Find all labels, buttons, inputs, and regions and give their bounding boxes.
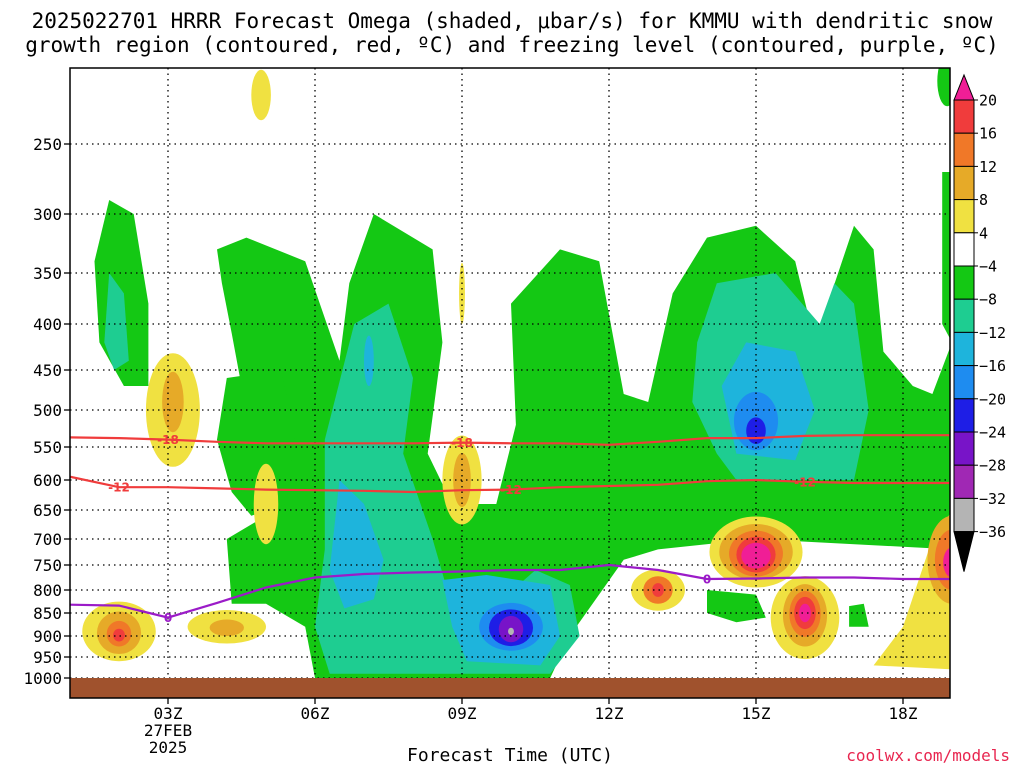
contour-label: -12 xyxy=(108,481,130,495)
colorbar-label: −20 xyxy=(979,390,1006,408)
ground-surface xyxy=(70,678,950,698)
omega-blob-orange-right xyxy=(934,529,950,590)
colorbar-label: 12 xyxy=(979,158,997,176)
y-tick-label: 800 xyxy=(33,581,62,600)
y-tick-label: 1000 xyxy=(23,669,62,688)
colorbar-swatch xyxy=(953,365,975,400)
colorbar-label: −28 xyxy=(979,457,1006,475)
x-tick-label: 27FEB xyxy=(144,721,192,740)
colorbar-label: −36 xyxy=(979,523,1006,541)
contour-line--18 xyxy=(70,434,950,446)
omega-blob-magenta-right xyxy=(943,547,950,578)
colorbar-swatch xyxy=(953,464,975,499)
x-tick-label: 15Z xyxy=(742,704,771,723)
colorbar-swatch xyxy=(953,331,975,367)
colorbar-label: −8 xyxy=(979,291,997,309)
omega-region-green-small-right xyxy=(849,603,869,627)
y-tick-label: 700 xyxy=(33,530,62,549)
colorbar-top-arrow xyxy=(953,73,975,101)
contour-label: -12 xyxy=(794,475,816,489)
colorbar-swatch xyxy=(953,99,975,134)
x-tick-label: 03Z xyxy=(154,704,183,723)
omega-blob-gold-left2 xyxy=(209,619,244,636)
x-tick-label: 18Z xyxy=(889,704,918,723)
y-tick-label: 950 xyxy=(33,648,62,667)
colorbar-label: 16 xyxy=(979,125,997,143)
colorbar-label: 8 xyxy=(979,191,988,209)
omega-region-teal-left xyxy=(315,303,580,674)
omega-blob-magenta-15 xyxy=(741,542,771,569)
omega-blob-green-topright xyxy=(937,68,950,107)
plot-frame xyxy=(69,67,951,699)
colorbar: 20 16 12 8 4 −4 −8 −12 −16 −20 −24 −28 −32 −36 xyxy=(953,73,1006,572)
colorbar-swatch xyxy=(953,165,975,201)
contour-line-0 xyxy=(70,563,950,619)
omega-blob-yellow-top xyxy=(459,262,465,324)
contour-label: 0 xyxy=(164,611,172,625)
colorbar-swatch xyxy=(953,298,975,333)
colorbar-swatch xyxy=(953,199,975,234)
plot-area: -18 -18 -12 -12 -12 0 0 xyxy=(70,68,950,698)
omega-region-green-upper-right xyxy=(942,172,950,339)
colorbar-swatch xyxy=(953,265,975,300)
omega-blob-red-13 xyxy=(652,583,664,597)
y-tick-label: 600 xyxy=(33,471,62,490)
colorbar-swatch xyxy=(953,232,975,267)
omega-blob-gold-09 xyxy=(453,453,471,507)
omega-blob-yellow-mid xyxy=(253,463,279,545)
omega-blob-gray-low xyxy=(508,627,514,636)
x-tick-label: 09Z xyxy=(448,704,477,723)
y-tick-label: 450 xyxy=(33,361,62,380)
x-tick-label: 06Z xyxy=(301,704,330,723)
colorbar-swatch xyxy=(953,431,975,466)
colorbar-swatch xyxy=(953,497,975,533)
x-axis-label: Forecast Time (UTC) xyxy=(407,745,613,766)
omega-blob-gold-upper xyxy=(162,371,184,433)
y-tick-label: 250 xyxy=(33,135,62,154)
contour-label: -12 xyxy=(500,483,522,497)
y-tick-label: 550 xyxy=(33,438,62,457)
colorbar-swatch xyxy=(953,132,975,167)
colorbar-label: −16 xyxy=(979,357,1006,375)
omega-blob-yellow-topleft xyxy=(251,69,271,121)
colorbar-label: −4 xyxy=(979,258,997,276)
y-tick-label: 750 xyxy=(33,556,62,575)
y-tick-label: 650 xyxy=(33,501,62,520)
contour-label: 0 xyxy=(703,573,711,587)
colorbar-label: −24 xyxy=(979,424,1006,442)
colorbar-bottom-arrow xyxy=(953,531,975,572)
credit-text: coolwx.com/models xyxy=(846,746,1010,765)
y-axis: 250 300 350 400 450 500 550 600 650 700 750 800 850 9… xyxy=(23,135,70,688)
colorbar-swatch xyxy=(953,398,975,433)
omega-blob-magenta-16 xyxy=(799,603,811,623)
omega-blob-cyan-left xyxy=(364,335,374,386)
y-tick-label: 300 xyxy=(33,205,62,224)
colorbar-label: 20 xyxy=(979,92,997,110)
contour-lines: -18 -18 -12 -12 -12 0 0 xyxy=(70,433,950,625)
colorbar-label: −12 xyxy=(979,324,1006,342)
colorbar-label: 4 xyxy=(979,224,988,242)
x-tick-label: 12Z xyxy=(595,704,624,723)
omega-region-teal-upper-left xyxy=(104,273,129,370)
y-tick-label: 400 xyxy=(33,315,62,334)
chart-title-line2: growth region (contoured, red, ºC) and f… xyxy=(25,33,999,57)
omega-blob-red-lowleft xyxy=(113,628,125,642)
y-tick-label: 500 xyxy=(33,401,62,420)
contour-line--12 xyxy=(70,475,950,494)
contour-label: -18 xyxy=(451,436,473,450)
omega-region-green-low-right xyxy=(707,590,766,623)
y-tick-label: 900 xyxy=(33,627,62,646)
colorbar-label: −32 xyxy=(979,490,1006,508)
y-tick-label: 350 xyxy=(33,264,62,283)
chart-title-line1: 2025022701 HRRR Forecast Omega (shaded, … xyxy=(31,9,993,33)
y-tick-label: 850 xyxy=(33,604,62,623)
x-tick-label: 2025 xyxy=(149,738,188,757)
contour-label: -18 xyxy=(157,433,179,447)
